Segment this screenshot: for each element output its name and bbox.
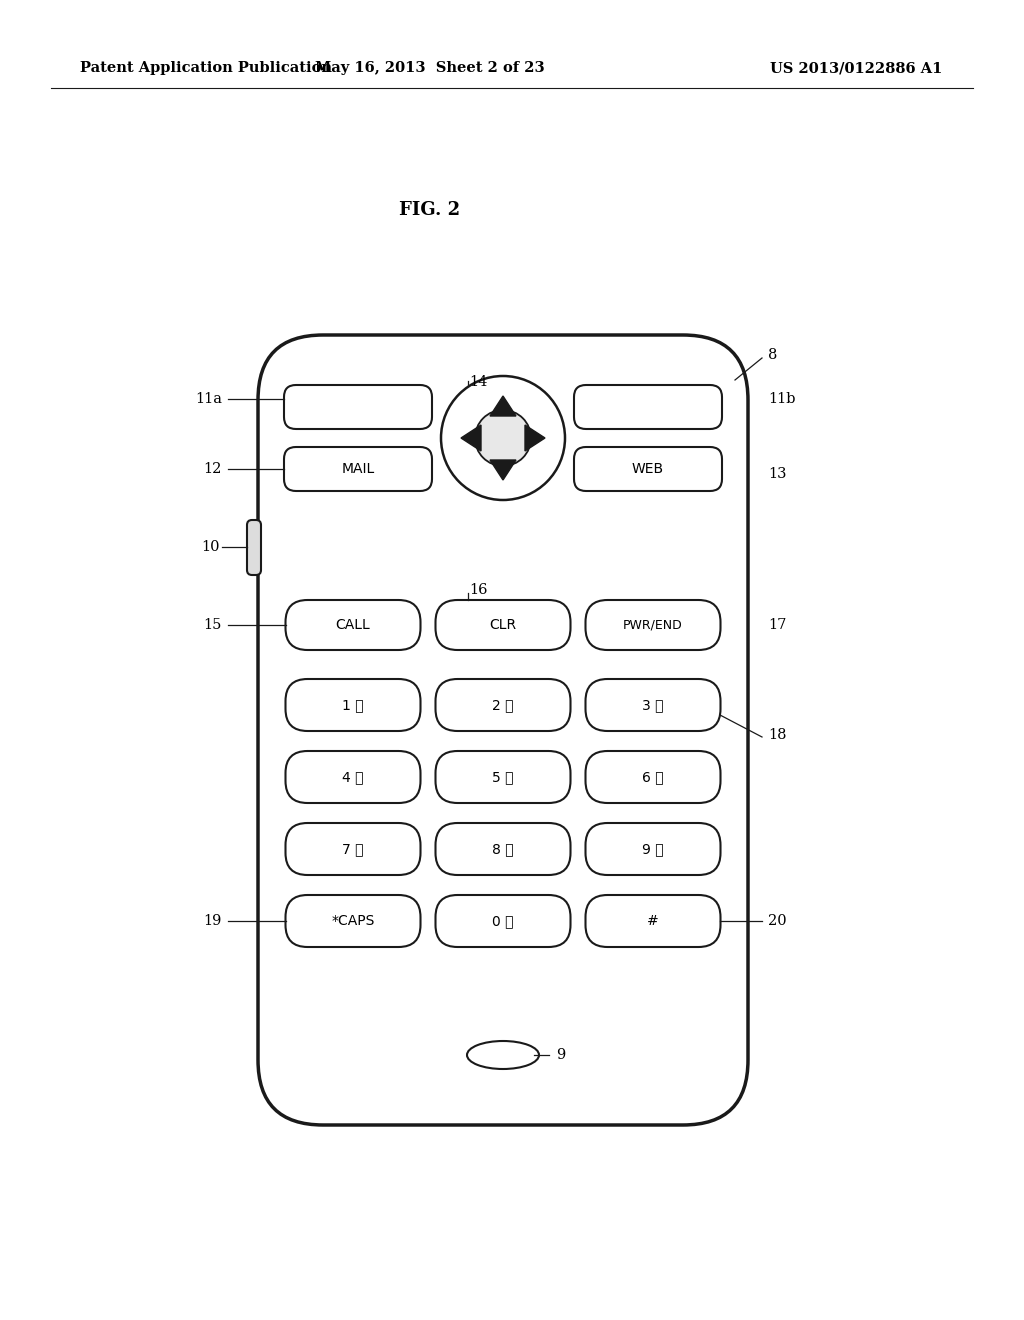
Text: CALL: CALL	[336, 618, 371, 632]
FancyBboxPatch shape	[586, 751, 721, 803]
Text: 8 や: 8 や	[493, 842, 514, 855]
Polygon shape	[461, 425, 481, 451]
Ellipse shape	[467, 1041, 539, 1069]
Text: 7 ま: 7 ま	[342, 842, 364, 855]
FancyBboxPatch shape	[286, 751, 421, 803]
Text: 16: 16	[469, 583, 487, 597]
Ellipse shape	[475, 411, 531, 466]
Text: May 16, 2013  Sheet 2 of 23: May 16, 2013 Sheet 2 of 23	[315, 61, 545, 75]
Text: 1 あ: 1 あ	[342, 698, 364, 711]
FancyBboxPatch shape	[284, 447, 432, 491]
Text: US 2013/0122886 A1: US 2013/0122886 A1	[770, 61, 942, 75]
Text: CLR: CLR	[489, 618, 516, 632]
FancyBboxPatch shape	[574, 447, 722, 491]
Text: 9 ら: 9 ら	[642, 842, 664, 855]
Text: 9: 9	[556, 1048, 565, 1063]
Text: FIG. 2: FIG. 2	[399, 201, 461, 219]
Polygon shape	[525, 425, 545, 451]
Text: 11b: 11b	[768, 392, 796, 407]
FancyBboxPatch shape	[247, 520, 261, 576]
FancyBboxPatch shape	[586, 601, 721, 649]
Text: 4 た: 4 た	[342, 770, 364, 784]
FancyBboxPatch shape	[435, 895, 570, 946]
Polygon shape	[490, 459, 516, 480]
Text: 17: 17	[768, 618, 786, 632]
Text: 5 な: 5 な	[493, 770, 514, 784]
FancyBboxPatch shape	[586, 895, 721, 946]
Text: PWR/END: PWR/END	[624, 619, 683, 631]
Text: MAIL: MAIL	[341, 462, 375, 477]
Text: 10: 10	[202, 540, 220, 554]
Polygon shape	[490, 396, 516, 416]
Text: 13: 13	[768, 467, 786, 480]
FancyBboxPatch shape	[574, 385, 722, 429]
FancyBboxPatch shape	[586, 678, 721, 731]
Text: 11a: 11a	[195, 392, 222, 407]
Text: 14: 14	[469, 375, 487, 389]
FancyBboxPatch shape	[286, 895, 421, 946]
FancyBboxPatch shape	[258, 335, 748, 1125]
FancyBboxPatch shape	[586, 822, 721, 875]
Text: WEB: WEB	[632, 462, 664, 477]
FancyBboxPatch shape	[286, 678, 421, 731]
FancyBboxPatch shape	[435, 601, 570, 649]
Text: *CAPS: *CAPS	[332, 913, 375, 928]
Text: 15: 15	[204, 618, 222, 632]
FancyBboxPatch shape	[435, 678, 570, 731]
Text: 18: 18	[768, 729, 786, 742]
Text: Patent Application Publication: Patent Application Publication	[80, 61, 332, 75]
FancyBboxPatch shape	[435, 822, 570, 875]
Text: 3 さ: 3 さ	[642, 698, 664, 711]
FancyBboxPatch shape	[286, 601, 421, 649]
Text: 6 は: 6 は	[642, 770, 664, 784]
Text: 20: 20	[768, 913, 786, 928]
FancyBboxPatch shape	[284, 385, 432, 429]
Text: 12: 12	[204, 462, 222, 477]
Text: 19: 19	[204, 913, 222, 928]
Text: 2 か: 2 か	[493, 698, 514, 711]
FancyBboxPatch shape	[435, 751, 570, 803]
Text: 8: 8	[768, 348, 777, 362]
FancyBboxPatch shape	[286, 822, 421, 875]
Text: 0 わ: 0 わ	[493, 913, 514, 928]
Text: #: #	[647, 913, 658, 928]
Ellipse shape	[441, 376, 565, 500]
